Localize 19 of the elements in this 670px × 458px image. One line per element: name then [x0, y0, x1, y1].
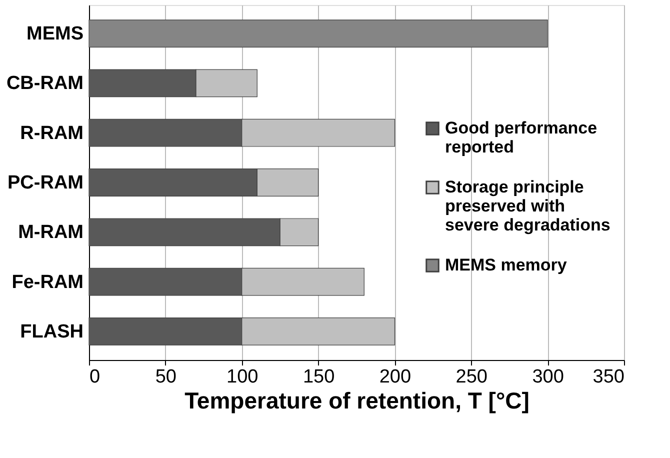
y-tick-label: M-RAM — [18, 222, 84, 244]
x-tick-label: 100 — [226, 366, 258, 388]
x-tick-label: 300 — [532, 366, 564, 388]
legend-label: Good performance reported — [445, 118, 598, 156]
y-tick-label: Fe-RAM — [12, 272, 84, 293]
x-tick-label: 200 — [379, 366, 412, 388]
y-tick-label: MEMS — [26, 24, 84, 45]
x-tick-label: 350 — [592, 366, 624, 388]
legend-label: Storage principle preserved with severe degradations — [445, 178, 610, 234]
y-tick-label: PC-RAM — [8, 172, 84, 194]
x-tick-label: 250 — [456, 366, 488, 388]
y-tick-label: CB-RAM — [6, 73, 84, 94]
x-tick-label: 50 — [155, 366, 176, 388]
legend-label: MEMS memory — [445, 256, 568, 274]
x-tick-label: 150 — [302, 366, 335, 388]
x-axis-title: Temperature of retention, T [°C] — [184, 388, 530, 414]
y-tick-label: R-RAM — [20, 122, 84, 144]
x-tick-label: 0 — [90, 366, 100, 388]
y-tick-label: FLASH — [20, 321, 84, 342]
